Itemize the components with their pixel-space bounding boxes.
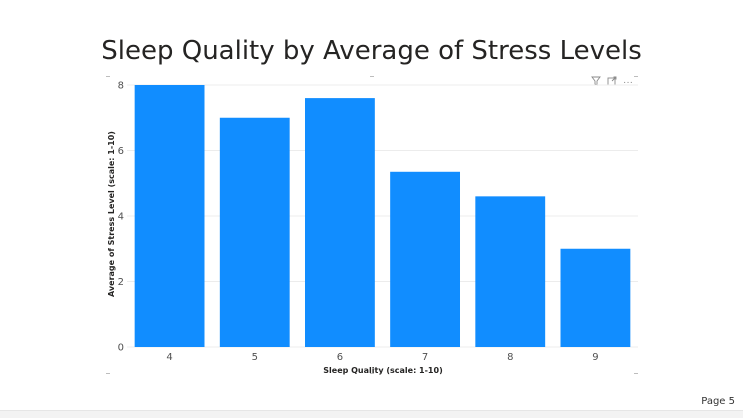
bar-5[interactable] bbox=[219, 117, 290, 347]
x-tick-label: 5 bbox=[252, 352, 258, 363]
x-tick-label: 9 bbox=[592, 352, 598, 363]
bars bbox=[134, 85, 631, 347]
bar-4[interactable] bbox=[134, 85, 205, 347]
x-tick-label: 7 bbox=[422, 352, 428, 363]
y-tick-labels: 0 2 4 6 8 bbox=[118, 81, 124, 354]
visual-frame bbox=[106, 76, 638, 374]
chart-title: Sleep Quality by Average of Stress Level… bbox=[101, 36, 642, 66]
frame-corner-bl bbox=[106, 373, 110, 374]
gridlines bbox=[127, 84, 638, 348]
y-tick-label: 6 bbox=[118, 146, 124, 157]
frame-tick-top bbox=[370, 76, 374, 77]
x-tick-labels: 4 5 6 7 8 9 bbox=[166, 352, 598, 363]
frame-corner-tl bbox=[106, 76, 110, 77]
y-tick-label: 0 bbox=[118, 343, 124, 354]
x-axis-title: Sleep Quality (scale: 1-10) bbox=[323, 366, 442, 375]
bar-9[interactable] bbox=[560, 248, 631, 347]
x-tick-label: 4 bbox=[166, 352, 172, 363]
frame-tick-bottom bbox=[370, 373, 374, 374]
y-tick-label: 8 bbox=[118, 81, 124, 92]
bar-6[interactable] bbox=[304, 98, 375, 347]
x-tick-label: 8 bbox=[507, 352, 513, 363]
bar-8[interactable] bbox=[475, 196, 546, 347]
frame-corner-br bbox=[634, 373, 638, 374]
page-number: Page 5 bbox=[701, 396, 735, 407]
y-axis-title: Average of Stress Level (scale: 1-10) bbox=[107, 131, 116, 297]
bar-7[interactable] bbox=[390, 171, 461, 347]
frame-corner-tr bbox=[634, 76, 638, 77]
x-tick-label: 6 bbox=[337, 352, 343, 363]
y-tick-label: 4 bbox=[118, 212, 124, 223]
more-options-icon[interactable]: ··· bbox=[623, 76, 633, 88]
y-tick-label: 2 bbox=[118, 277, 124, 288]
